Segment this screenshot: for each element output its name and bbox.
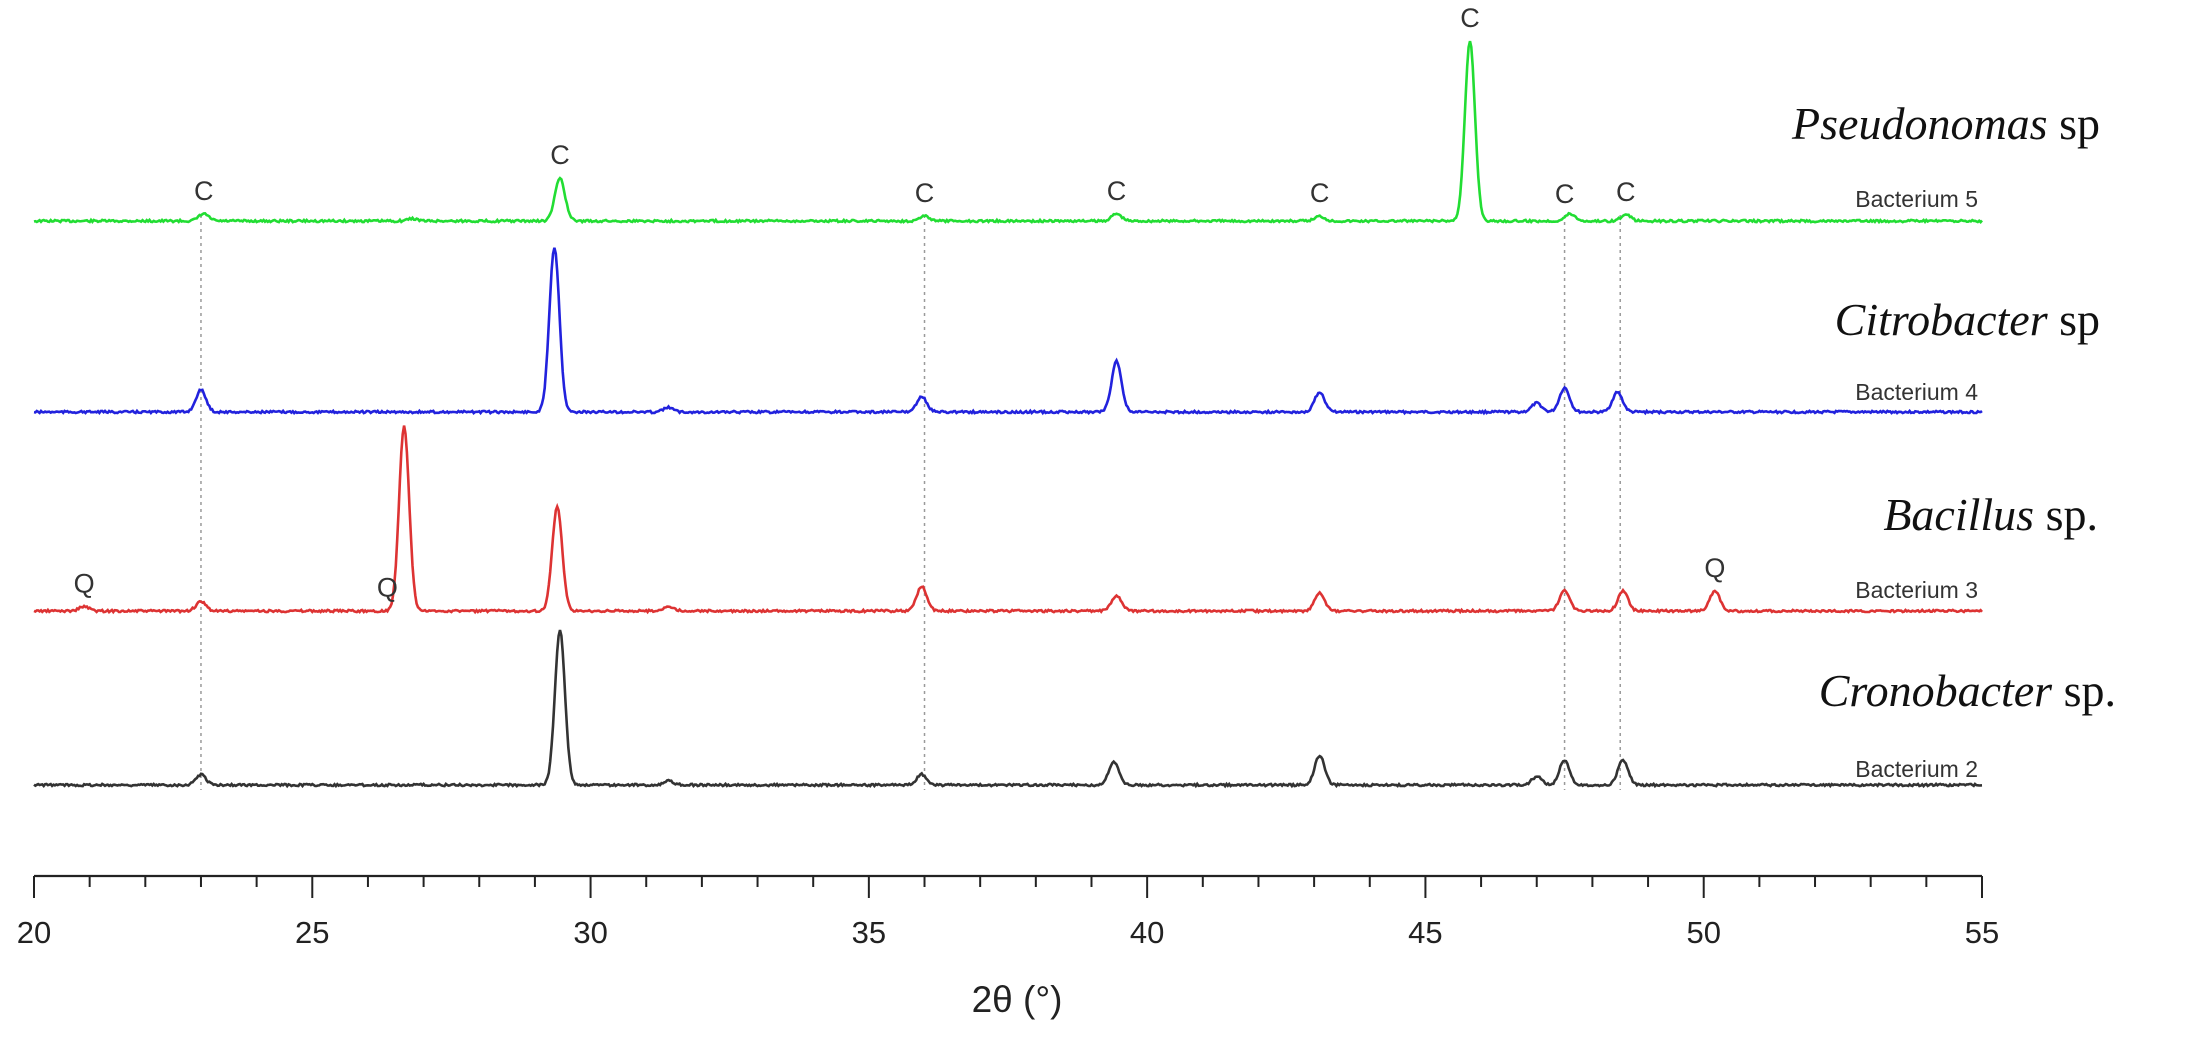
series-line xyxy=(33,247,1983,416)
peak-label: C xyxy=(550,140,570,170)
series-sample-label: Bacterium 3 xyxy=(1855,577,1978,603)
series-2: Bacterium 3 Bacillus sp. Q Q Q xyxy=(33,425,2098,615)
series-sample-label: Bacterium 5 xyxy=(1855,186,1978,212)
x-tick-label: 55 xyxy=(1965,915,1999,950)
series-sample-label: Bacterium 2 xyxy=(1855,756,1978,782)
x-tick-label: 45 xyxy=(1408,915,1442,950)
peak-label: Q xyxy=(74,569,95,599)
peak-label: C xyxy=(1107,176,1127,206)
x-tick-label: 50 xyxy=(1686,915,1720,950)
series-species-label: Cronobacter sp. xyxy=(1819,665,2116,716)
peak-label: C xyxy=(1616,177,1636,207)
peak-label: Q xyxy=(377,572,398,602)
x-axis-title: 2θ (°) xyxy=(972,979,1063,1020)
series-species-label: Pseudonomas sp xyxy=(1791,98,2100,149)
peak-label: C xyxy=(1460,3,1480,33)
series-line xyxy=(33,629,1983,789)
x-axis: 20 25 30 35 40 45 50 55 xyxy=(17,874,1999,950)
peak-label: C xyxy=(194,176,214,206)
x-tick-label: 20 xyxy=(17,915,51,950)
series-species-label: Bacillus sp. xyxy=(1883,489,2098,540)
peak-label: C xyxy=(1555,179,1575,209)
series-line xyxy=(33,425,1983,615)
series-1: Bacterium 4 Citrobacter sp xyxy=(33,247,2100,416)
x-tick-label: 40 xyxy=(1130,915,1164,950)
series-sample-label: Bacterium 4 xyxy=(1855,379,1978,405)
x-tick-label: 30 xyxy=(573,915,607,950)
series-line xyxy=(33,40,1983,225)
peak-label: C xyxy=(915,178,935,208)
peak-label: C xyxy=(1310,178,1330,208)
series-3: Bacterium 2 Cronobacter sp. xyxy=(33,629,2116,789)
peak-label: Q xyxy=(1704,553,1725,583)
series-0: Bacterium 5 Pseudonomas sp C C C C C C C C xyxy=(33,3,2100,225)
x-tick-label: 25 xyxy=(295,915,329,950)
series-species-label: Citrobacter sp xyxy=(1835,294,2100,345)
reference-lines xyxy=(200,215,1621,790)
x-tick-label: 35 xyxy=(852,915,886,950)
